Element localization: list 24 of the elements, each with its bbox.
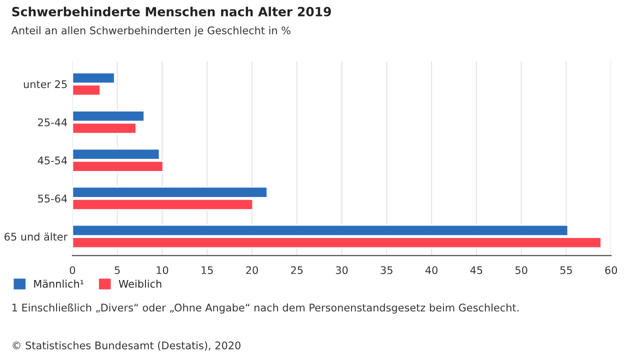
x-tick-label: 50 <box>516 266 528 274</box>
x-tick-label: 10 <box>156 266 168 274</box>
x-tick-label: 55 <box>560 266 572 274</box>
y-tick-label: unter 25 <box>24 80 67 88</box>
x-tick-label: 30 <box>336 266 348 274</box>
x-tick-label: 0 <box>70 266 76 274</box>
x-tick-label: 20 <box>246 266 258 274</box>
chart-subtitle: Anteil an allen Schwerbehinderten je Geschlecht in % <box>11 26 290 36</box>
y-tick-label: 25-44 <box>38 118 68 126</box>
x-tick-label: 5 <box>114 266 120 274</box>
x-tick-label: 35 <box>380 266 392 274</box>
x-tick-label: 25 <box>291 266 303 274</box>
y-tick-label: 45-54 <box>38 156 68 164</box>
legend-label: Männlich¹ <box>34 280 84 288</box>
chart-title: Schwerbehinderte Menschen nach Alter 2019 <box>12 6 331 16</box>
x-tick-label: 60 <box>605 266 618 274</box>
text: 1 Einschließlich „Divers“ oder „Ohne Angabe“ nach dem Personenstandsgesetz beim Geschlecht. <box>12 303 518 314</box>
text: © Statistisches Bundesamt (Destatis), 2020 <box>12 341 240 351</box>
y-tick-label: 55-64 <box>38 194 68 203</box>
legend-label: Weiblich <box>118 280 162 288</box>
y-tick-label: 65 und älter <box>4 232 68 241</box>
x-tick-label: 45 <box>470 266 482 274</box>
x-tick-label: 40 <box>425 266 438 274</box>
x-tick-label: 15 <box>202 266 213 274</box>
